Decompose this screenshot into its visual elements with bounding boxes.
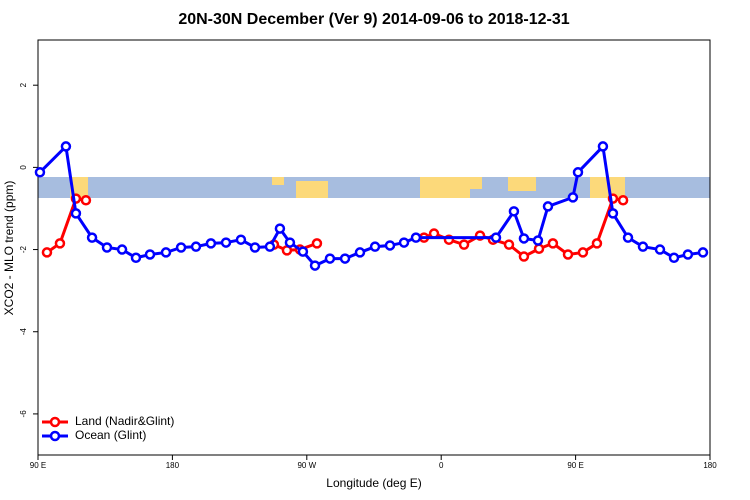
data-point [637, 241, 649, 252]
legend-marker [49, 416, 61, 428]
data-point [369, 241, 381, 252]
data-point [54, 238, 66, 249]
x-tick-label: 180 [703, 461, 717, 470]
data-point [617, 194, 629, 206]
data-point [697, 247, 709, 258]
data-point [175, 242, 187, 253]
data-point [80, 194, 92, 206]
data-point [532, 235, 544, 246]
data-point [518, 233, 530, 244]
x-axis-label: Longitude (deg E) [326, 476, 421, 490]
y-tick-label: -4 [19, 328, 28, 336]
map-strip [38, 177, 710, 198]
data-point [490, 232, 502, 243]
y-tick-label: -2 [19, 245, 28, 253]
data-point [249, 242, 261, 253]
data-point [311, 238, 323, 249]
data-point [235, 234, 247, 245]
data-point [86, 232, 98, 243]
series-line [423, 197, 624, 259]
y-tick-label: -6 [19, 410, 28, 418]
data-point [34, 167, 46, 178]
x-tick-label: 90 W [297, 461, 316, 470]
data-point [116, 244, 128, 255]
data-point [354, 247, 366, 258]
data-point [130, 252, 142, 264]
x-tick-label: 90 E [30, 461, 46, 470]
data-point [607, 208, 619, 219]
data-point [398, 237, 410, 248]
data-point [668, 252, 680, 264]
data-point [220, 237, 232, 248]
data-point [503, 239, 515, 250]
y-axis-label: XCO2 - MLO trend (ppm) [2, 181, 16, 316]
data-point [533, 243, 545, 254]
data-point [572, 167, 584, 178]
legend-marker [49, 430, 61, 442]
data-point [41, 247, 53, 258]
legend-label: Land (Nadir&Glint) [75, 414, 174, 428]
y-tick-label: 2 [19, 82, 28, 87]
data-point [264, 241, 276, 252]
data-point [591, 238, 603, 249]
data-point [324, 253, 336, 264]
data-point [410, 232, 422, 243]
data-point [284, 237, 296, 248]
data-point [542, 201, 554, 212]
data-point [144, 249, 156, 260]
x-tick-label: 90 E [567, 461, 583, 470]
x-tick-label: 0 [439, 461, 444, 470]
data-point [508, 206, 520, 217]
data-point [101, 242, 113, 253]
data-point [309, 260, 321, 271]
data-point [622, 232, 634, 243]
data-point [205, 238, 217, 249]
chart-title: 20N-30N December (Ver 9) 2014-09-06 to 2… [178, 11, 569, 28]
data-point [297, 246, 309, 257]
y-tick-label: 0 [19, 165, 28, 170]
data-point [597, 141, 609, 152]
data-point [384, 240, 396, 251]
plot-frame [37, 39, 711, 456]
data-point [458, 239, 470, 250]
data-point [682, 249, 694, 260]
data-point [160, 247, 172, 258]
legend-label: Ocean (Glint) [75, 428, 146, 442]
data-point [339, 253, 351, 264]
data-point [274, 223, 286, 234]
data-point [654, 244, 666, 255]
data-point [577, 247, 589, 258]
data-point [567, 192, 579, 203]
data-point [547, 238, 559, 249]
data-point [562, 249, 574, 260]
x-tick-label: 180 [166, 461, 180, 470]
data-point [190, 241, 202, 252]
data-point [70, 208, 82, 219]
series-line [273, 241, 318, 252]
data-point [60, 141, 72, 152]
data-point [518, 251, 530, 262]
series-line [46, 197, 87, 254]
